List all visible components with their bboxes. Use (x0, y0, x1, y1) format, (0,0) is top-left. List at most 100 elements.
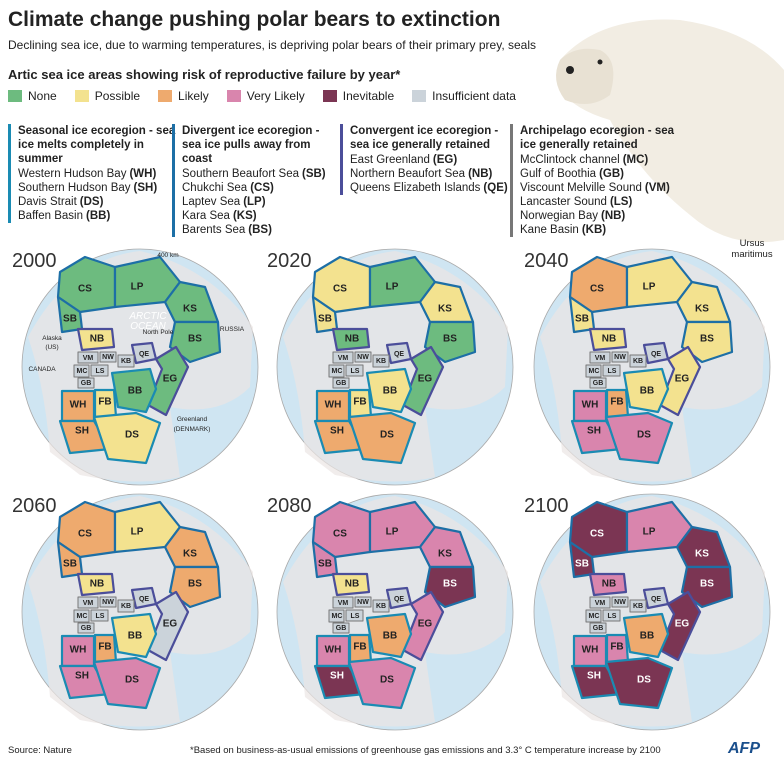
region-item: East Greenland (EG) (350, 153, 508, 167)
ecoregion: Convergent ice ecoregion - sea ice gener… (340, 124, 508, 195)
legend-swatch (8, 90, 22, 102)
region-label: BB (383, 631, 397, 642)
region (110, 612, 158, 659)
region-label: KS (438, 304, 452, 315)
region-label: NW (614, 599, 626, 606)
region-code: (MC) (622, 154, 649, 166)
region-label: BB (383, 386, 397, 397)
region-label: MC (77, 368, 88, 375)
region (77, 377, 95, 389)
region-label: QE (139, 596, 149, 603)
region-label: SH (587, 426, 601, 437)
year-label: 2100 (524, 495, 569, 517)
region-label: GB (81, 625, 92, 632)
region (365, 612, 413, 659)
legend: None Possible Likely Very Likely Inevitable I… (8, 89, 534, 103)
region-label: EG (675, 619, 690, 630)
region (423, 320, 477, 364)
region-label: WH (70, 645, 87, 656)
region-label: BS (443, 334, 457, 345)
region-label: KS (183, 549, 197, 560)
region-code: (EG) (432, 154, 458, 166)
map: 2080 CS LP KS BS SB NB QE EG VM NW KB MC LS GB BB FB WH SH… (267, 493, 514, 731)
region-item: Baffen Basin (BB) (18, 209, 176, 223)
region (92, 411, 162, 465)
region-label: LP (131, 282, 144, 293)
region (76, 572, 116, 597)
region (658, 590, 702, 662)
region-item: Kane Basin (KB) (520, 223, 678, 237)
region (372, 354, 390, 368)
region-label: FB (98, 397, 111, 408)
region (585, 609, 602, 623)
map: 2000 CS LP KS BS SB NB QE EG VM NW KB MC LS GB BB FB WH SH… (12, 248, 259, 486)
region-name: Northern Beaufort Sea (350, 168, 466, 180)
footnote: *Based on business-as-usual emissions of… (190, 745, 661, 756)
region-label: SH (587, 671, 601, 682)
legend-label: Likely (178, 89, 209, 103)
region (401, 345, 445, 417)
region-code: (CS) (250, 182, 274, 194)
region-label: LP (643, 527, 656, 538)
map-annotation: OCEAN (130, 321, 166, 332)
region (622, 612, 670, 659)
region-label: BS (188, 579, 202, 590)
region-name: Gulf of Boothia (520, 168, 597, 180)
logo: AFP (728, 740, 760, 757)
map-annotation: Greenland (177, 416, 208, 423)
region-name: Norwegian Bay (520, 210, 598, 222)
bear-body (560, 19, 784, 243)
region-label: CS (590, 529, 604, 540)
region (589, 377, 607, 389)
region (332, 377, 350, 389)
region-label: BS (443, 579, 457, 590)
region (589, 351, 611, 364)
map: 2060 CS LP KS BS SB NB QE EG VM NW KB MC LS GB BB FB WH SH… (12, 493, 259, 731)
region-label: DS (637, 675, 651, 686)
region-item: Norwegian Bay (NB) (520, 209, 678, 223)
region-label: WH (582, 645, 599, 656)
region-label: LS (351, 368, 360, 375)
region (332, 351, 354, 364)
map-annotation: (DENMARK) (174, 426, 211, 433)
region-item: Kara Sea (KS) (182, 209, 340, 223)
region-label: BB (640, 631, 654, 642)
region-label: LP (386, 282, 399, 293)
region (365, 367, 413, 414)
region (99, 596, 117, 608)
bear-eye (597, 59, 603, 65)
region-label: DS (380, 430, 394, 441)
region-item: Northern Beaufort Sea (NB) (350, 167, 508, 181)
legend-item: Very Likely (226, 89, 305, 103)
region-label: KB (376, 603, 386, 610)
caption: Ursus maritimus (731, 238, 773, 260)
region-label: SB (318, 559, 332, 570)
region-label: SB (575, 559, 589, 570)
region-label: DS (125, 675, 139, 686)
region-code: (WH) (129, 168, 157, 180)
region-code: (SB) (302, 168, 326, 180)
region-label: KS (695, 549, 709, 560)
region-label: LP (643, 282, 656, 293)
region-label: KB (633, 358, 643, 365)
region-label: SH (75, 426, 89, 437)
region-item: Barents Sea (BS) (182, 223, 340, 237)
region (629, 354, 647, 368)
region-item: McClintock channel (MC) (520, 153, 678, 167)
region (110, 367, 158, 414)
region-label: FB (353, 397, 366, 408)
map-annotation: CANADA (28, 366, 56, 373)
region-label: VM (595, 355, 606, 362)
region-name: Kane Basin (520, 224, 579, 236)
region (585, 364, 602, 378)
region-code: (NB) (468, 168, 493, 180)
region-item: Viscount Melville Sound (VM) (520, 181, 678, 195)
region-label: WH (325, 645, 342, 656)
region-name: Southern Beaufort Sea (182, 168, 299, 180)
region-item: Southern Hudson Bay (SH) (18, 181, 176, 195)
region-label: FB (353, 642, 366, 653)
region-label: FB (610, 642, 623, 653)
region-name: Barents Sea (182, 224, 246, 236)
region-item: Western Hudson Bay (WH) (18, 167, 176, 181)
